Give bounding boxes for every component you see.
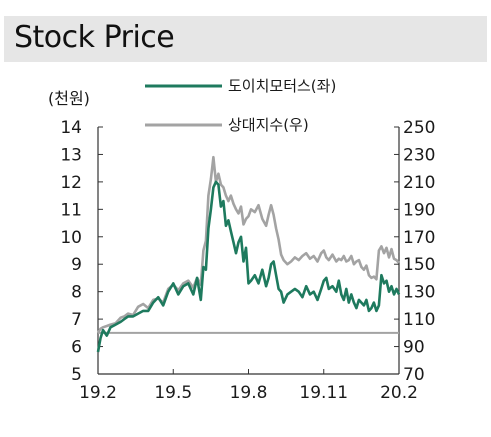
x-tick-label: 20.2 [380,383,418,403]
axes-layer: 5 6 7 8 9 10 11 12 13 14 70 90 110 130 150 170 190 210 230… [60,118,435,403]
y-right-tick-label: 110 [403,310,435,330]
y-left-tick-label: 10 [60,228,82,248]
legend-label-relative: 상대지수(우) [228,116,309,134]
x-tick-label: 19.5 [154,383,192,403]
y-left-tick-label: 8 [71,283,82,303]
y-right-tick-label: 210 [403,173,435,193]
y-left-tick-label: 14 [60,118,82,138]
y-left-tick-label: 9 [71,255,82,275]
legend-layer: 도이치모터스(좌) 상대지수(우) [145,77,336,134]
series-layer [96,155,401,353]
y-right-tick-label: 130 [403,283,435,303]
series-line-stock [96,180,401,353]
y-right-tick-label: 170 [403,228,435,248]
y-left-tick-label: 13 [60,145,82,165]
y-right-tick-label: 190 [403,200,435,220]
y-left-tick-label: 5 [71,365,82,385]
title-bar: Stock Price [4,16,487,62]
x-tick-label: 19.2 [79,383,117,403]
page-title: Stock Price [14,20,175,55]
x-tick-label: 19.11 [299,383,348,403]
y-left-tick-label: 7 [71,310,82,330]
y-left-tick-label: 6 [71,338,82,358]
legend-label-stock: 도이치모터스(좌) [228,77,336,95]
y-left-unit-label: (천원) [48,89,90,108]
y-left-tick-label: 12 [60,173,82,193]
y-right-tick-label: 250 [403,118,435,138]
y-left-tick-label: 11 [60,200,82,220]
y-right-tick-label: 150 [403,255,435,275]
y-right-tick-label: 90 [403,338,425,358]
y-right-tick-label: 70 [403,365,425,385]
x-tick-label: 19.8 [230,383,268,403]
y-right-tick-label: 230 [403,145,435,165]
series-line-relative [96,155,400,334]
